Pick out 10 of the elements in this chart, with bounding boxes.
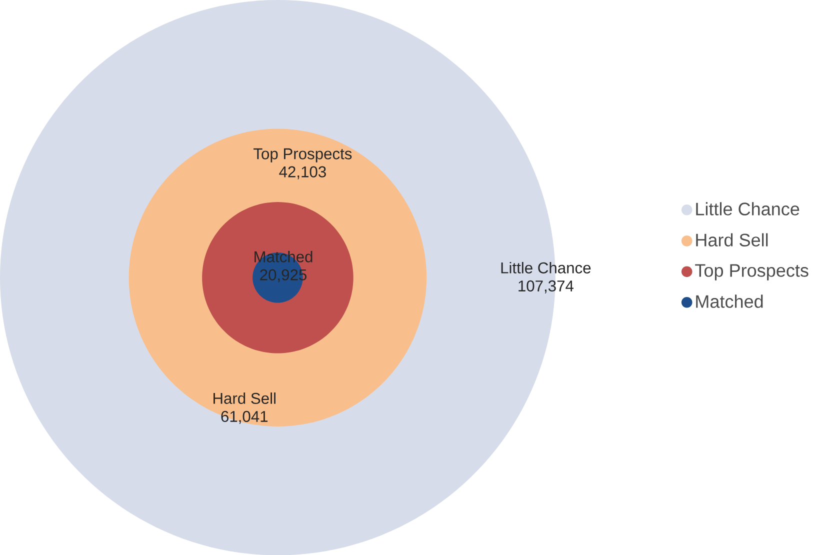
legend-label: Matched bbox=[696, 294, 763, 308]
legend-label: Hard Sell bbox=[696, 233, 768, 246]
legend-label: Little Chance bbox=[696, 202, 800, 216]
legend-label: Top Prospects bbox=[695, 264, 808, 280]
text: Little Chance bbox=[501, 262, 591, 274]
text: Hard Sell bbox=[214, 392, 276, 404]
data-label: 61,041 bbox=[221, 410, 268, 424]
data-label: 107,374 bbox=[518, 280, 574, 294]
text: Top Prospects bbox=[254, 148, 352, 162]
data-label: 42,103 bbox=[279, 166, 326, 180]
